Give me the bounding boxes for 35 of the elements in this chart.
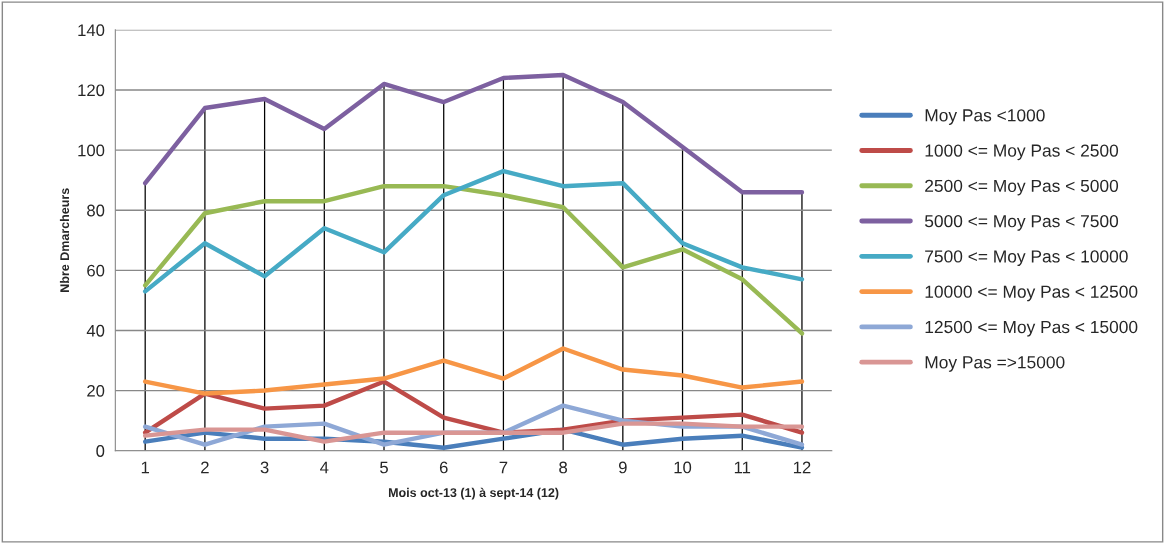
x-tick-label: 11 [734, 461, 751, 474]
y-tick-label: 120 [78, 84, 105, 97]
x-tick-label: 3 [260, 461, 269, 474]
x-tick-label: 4 [320, 461, 329, 474]
y-axis-title: Nbre Dmarcheurs [59, 188, 70, 292]
y-tick-label: 20 [87, 384, 105, 397]
y-tick-label: 100 [78, 144, 105, 157]
legend-label: 12500 <= Moy Pas < 15000 [925, 320, 1138, 337]
y-tick-label: 40 [86, 324, 105, 337]
line-series [142, 72, 805, 195]
x-tick-label: 6 [439, 461, 448, 474]
line-series [142, 421, 805, 444]
y-tick-label: 60 [87, 264, 105, 277]
y-tick-label: 140 [78, 24, 105, 37]
x-tick-label: 7 [499, 461, 508, 474]
x-axis-title: Mois oct-13 (1) à sept-14 (12) [388, 487, 559, 500]
x-tick-label: 5 [380, 461, 388, 474]
y-tick-label: 80 [87, 204, 105, 217]
x-tick-label: 12 [793, 461, 811, 474]
x-tick-label: 2 [201, 461, 209, 474]
legend-label: Moy Pas <1000 [925, 109, 1045, 125]
line-series [142, 346, 805, 396]
legend-label: 5000 <= Moy Pas < 7500 [924, 215, 1119, 231]
x-tick-label: 1 [141, 461, 150, 474]
legend-label: 2500 <= Moy Pas < 5000 [925, 179, 1119, 196]
line-series [142, 183, 805, 336]
legend-label: Moy Pas =>15000 [925, 356, 1065, 372]
y-tick-label: 0 [96, 445, 105, 457]
line-series [142, 168, 805, 294]
x-tick-label: 9 [618, 461, 627, 474]
legend-label: 1000 <= Moy Pas < 2500 [925, 144, 1119, 161]
x-tick-label: 10 [674, 461, 692, 474]
legend-label: 10000 <= Moy Pas < 12500 [925, 285, 1138, 302]
x-tick-label: 8 [559, 461, 568, 474]
legend-label: 7500 <= Moy Pas < 10000 [925, 250, 1128, 267]
